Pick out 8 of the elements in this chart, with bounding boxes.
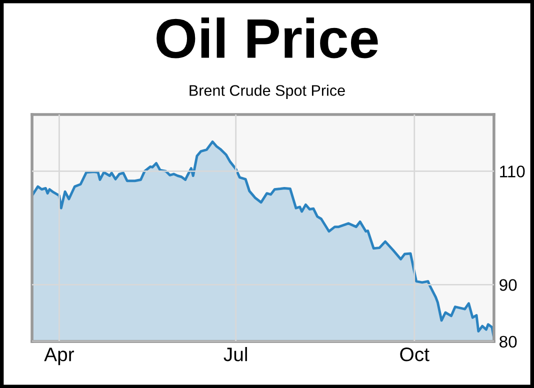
chart-subtitle: Brent Crude Spot Price	[190, 84, 345, 99]
x-tick-label: Oct	[400, 348, 430, 362]
y-tick-label: 90	[500, 279, 517, 291]
x-tick-label: Apr	[44, 348, 74, 366]
chart-title: Oil Price	[156, 17, 378, 58]
y-tick-label: 80	[500, 336, 517, 348]
x-tick-label: Jul	[224, 346, 247, 362]
y-tick-label: 110	[500, 166, 525, 178]
